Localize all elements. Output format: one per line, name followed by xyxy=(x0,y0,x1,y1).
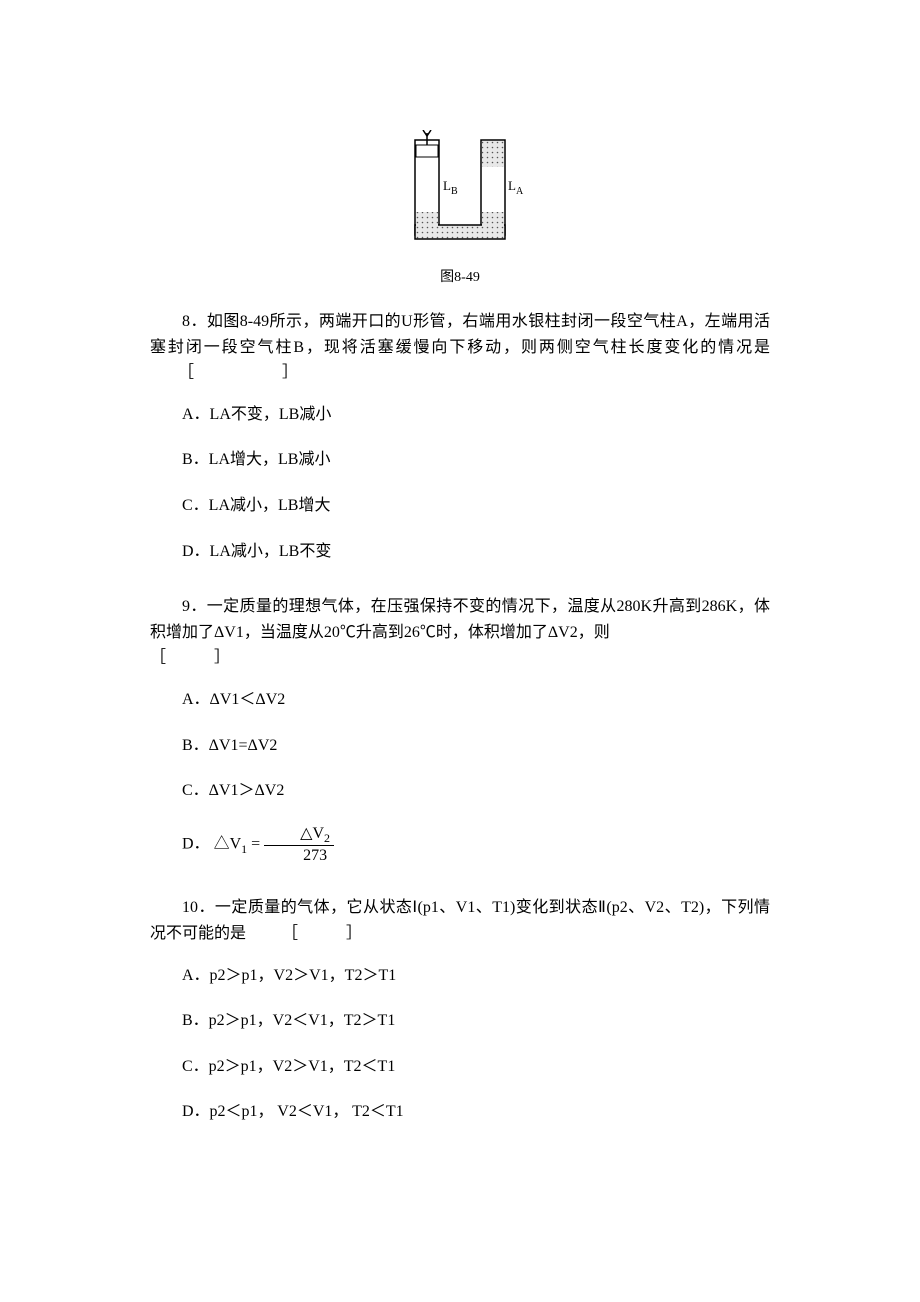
q9d-numerator: △V2 xyxy=(264,824,334,847)
q10-body: ．一定质量的气体，它从状态Ⅰ(p1、V1、T1)变化到状态Ⅱ(p2、V2、T2)… xyxy=(150,899,770,942)
q8-text: 8．如图8-49所示，两端开口的U形管，右端用水银柱封闭一段空气柱A，左端用活塞… xyxy=(150,309,770,386)
q10-bracket: ［ ］ xyxy=(282,925,362,942)
svg-text:A: A xyxy=(516,186,524,197)
q10-option-b: B．p2＞p1，V2＜V1，T2＞T1 xyxy=(150,1008,770,1034)
q9d-fraction: △V2 273 xyxy=(264,824,334,866)
u-tube-diagram: L B L A xyxy=(395,130,525,250)
q10-option-d: D．p2＜p1， V2＜V1， T2＜T1 xyxy=(150,1099,770,1125)
q8-bracket: ［ ］ xyxy=(178,364,308,381)
q8-option-c: C．LA减小，LB增大 xyxy=(150,493,770,519)
q10-text: 10．一定质量的气体，它从状态Ⅰ(p1、V1、T1)变化到状态Ⅱ(p2、V2、T… xyxy=(150,895,770,946)
q9-text: 9．一定质量的理想气体，在压强保持不变的情况下，温度从280K升高到286K，体… xyxy=(150,594,770,671)
svg-text:B: B xyxy=(451,186,458,197)
q9-body: ．一定质量的理想气体，在压强保持不变的情况下，温度从280K升高到286K，体积… xyxy=(150,598,770,641)
q9-option-d: D． △V1 = △V2 273 xyxy=(150,824,770,866)
q8-option-a: A．LA不变，LB减小 xyxy=(150,402,770,428)
q10-option-c: C．p2＞p1，V2＞V1，T2＜T1 xyxy=(150,1054,770,1080)
figure-caption: 图8-49 xyxy=(150,267,770,289)
question-10: 10．一定质量的气体，它从状态Ⅰ(p1、V1、T1)变化到状态Ⅱ(p2、V2、T… xyxy=(150,895,770,1125)
question-9: 9．一定质量的理想气体，在压强保持不变的情况下，温度从280K升高到286K，体… xyxy=(150,594,770,865)
q9d-lhs: △V xyxy=(214,835,242,852)
q9d-denominator: 273 xyxy=(264,846,334,865)
q8-option-b: B．LA增大，LB减小 xyxy=(150,447,770,473)
q9d-num-sub: 2 xyxy=(324,831,330,845)
q10-option-a: A．p2＞p1，V2＞V1，T2＞T1 xyxy=(150,963,770,989)
q9-option-c: C．ΔV1＞ΔV2 xyxy=(150,778,770,804)
q10-number: 10 xyxy=(182,899,198,916)
q9d-lhs-sub: 1 xyxy=(241,841,247,855)
q8-option-d: D．LA减小，LB不变 xyxy=(150,539,770,565)
q9-option-b: B．ΔV1=ΔV2 xyxy=(150,733,770,759)
svg-text:L: L xyxy=(508,178,516,193)
q8-body: ．如图8-49所示，两端开口的U形管，右端用水银柱封闭一段空气柱A，左端用活塞封… xyxy=(150,313,770,356)
q9d-prefix: D． xyxy=(182,835,210,852)
svg-text:L: L xyxy=(443,178,451,193)
q9-option-a: A．ΔV1＜ΔV2 xyxy=(150,687,770,713)
q8-number: 8 xyxy=(182,313,190,330)
q9-bracket: ［ ］ xyxy=(150,649,230,666)
q9-number: 9 xyxy=(182,598,190,615)
figure-block: L B L A 图8-49 xyxy=(150,130,770,289)
q9d-num-text: △V xyxy=(300,825,324,842)
question-8: 8．如图8-49所示，两端开口的U形管，右端用水银柱封闭一段空气柱A，左端用活塞… xyxy=(150,309,770,564)
q9d-eq: = xyxy=(251,835,264,852)
